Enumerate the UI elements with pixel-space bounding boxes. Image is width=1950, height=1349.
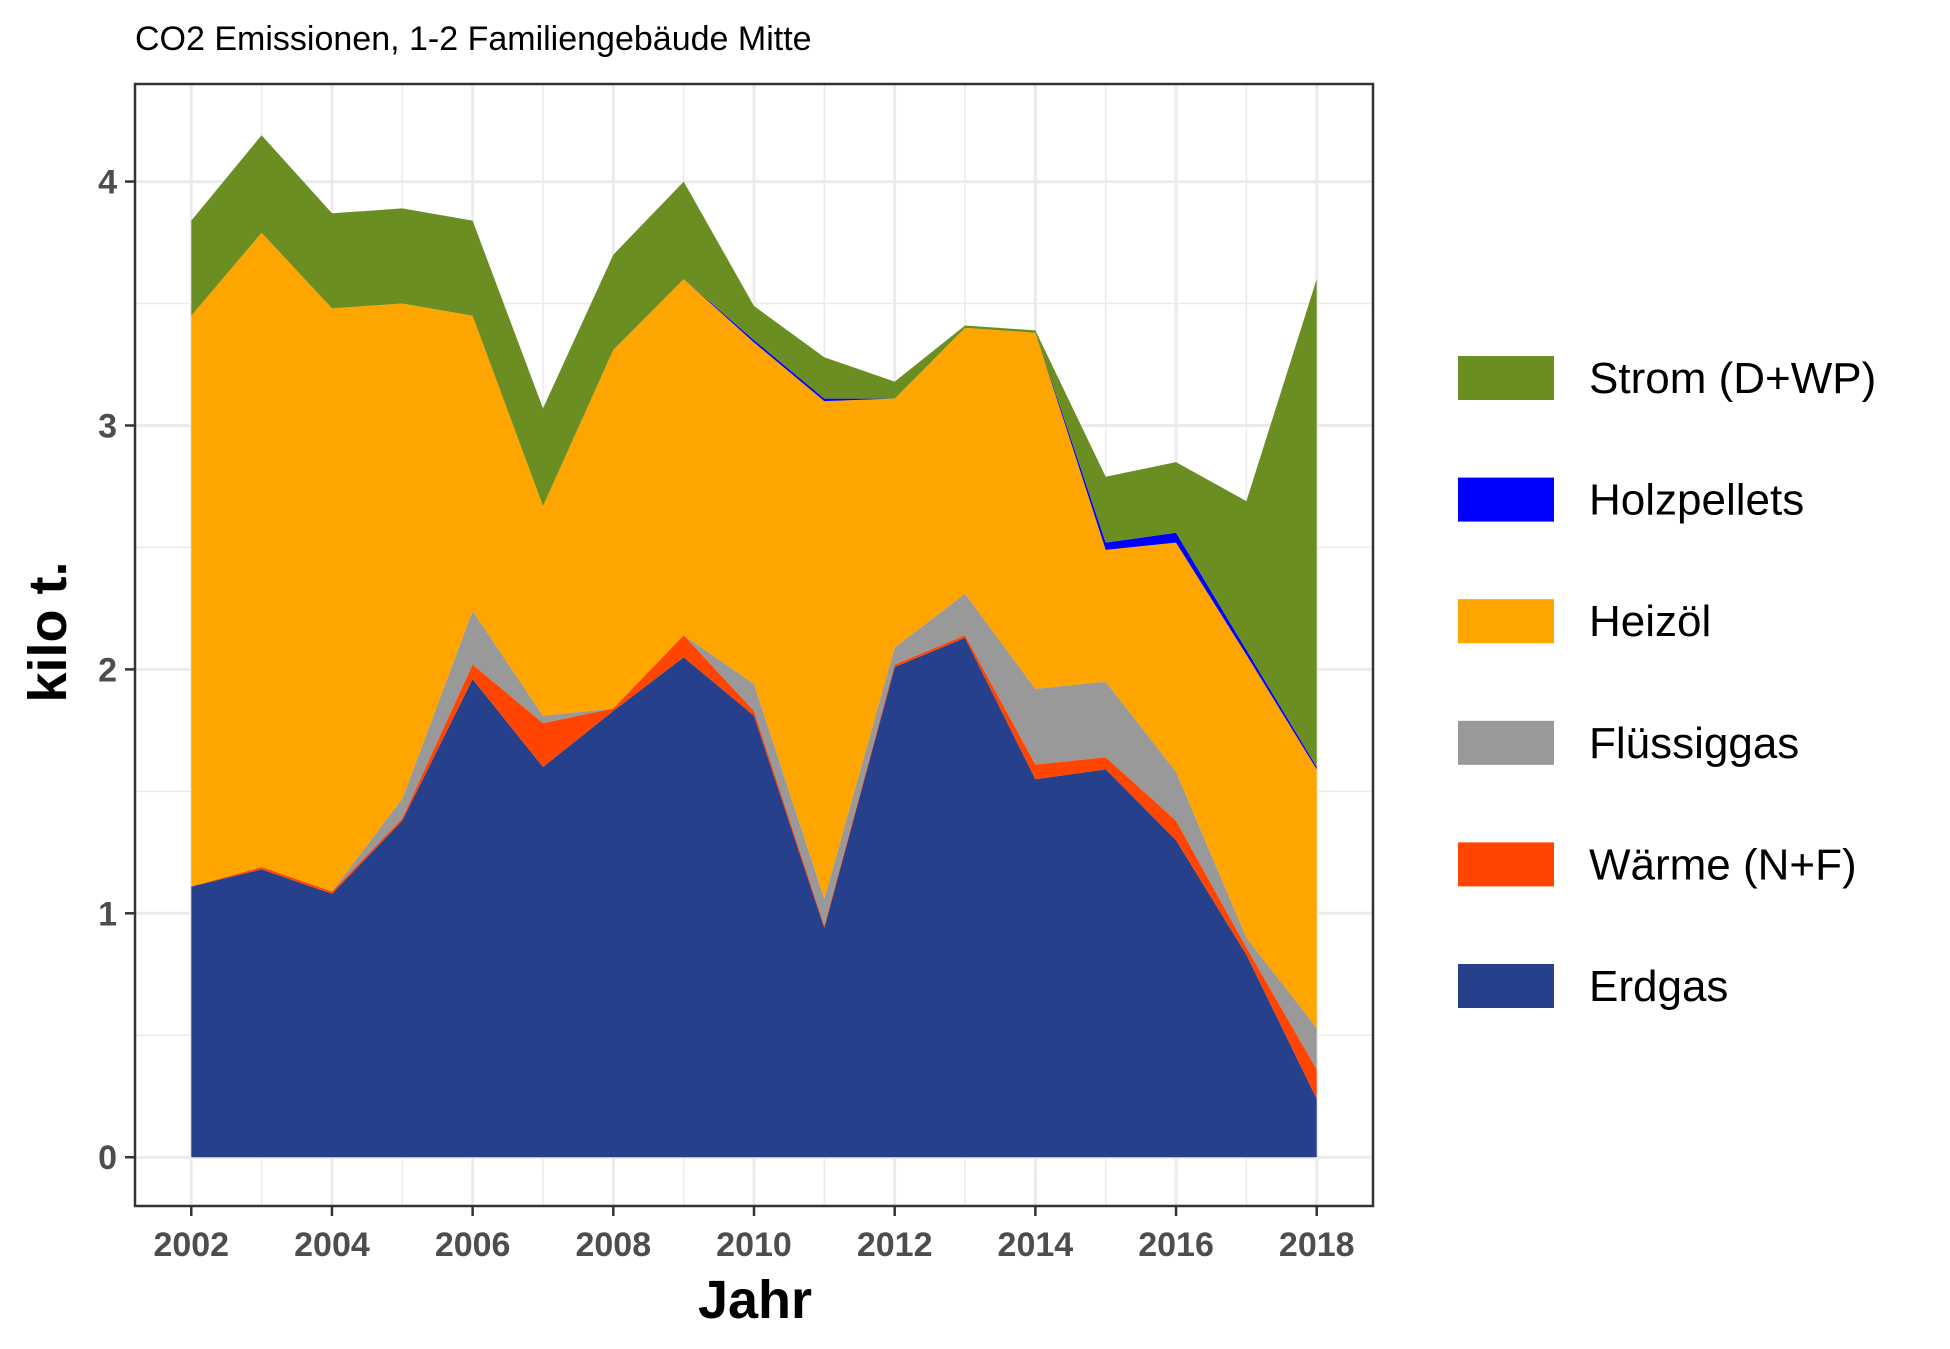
legend-swatch (1458, 356, 1554, 400)
legend-item-fl-ssiggas: Flüssiggas (1458, 719, 1799, 768)
legend-item-holzpellets: Holzpellets (1458, 476, 1804, 525)
x-axis: 2002 2004 2006 2008 2010 2012 2014 2016 2018 (153, 1206, 1355, 1264)
plot-panel (133, 82, 1375, 1208)
legend-swatch (1458, 720, 1554, 765)
y-tick-label: 4 (98, 164, 117, 202)
y-tick-label: 0 (98, 1139, 117, 1177)
legend-swatch (1458, 964, 1554, 1008)
legend-label: Heizöl (1589, 597, 1711, 646)
area-fl-ssiggas (191, 593, 1317, 1070)
legend-swatch (1458, 599, 1554, 644)
y-tick-label: 3 (98, 407, 117, 445)
x-tick-label: 2008 (575, 1226, 651, 1264)
legend-item-erdgas: Erdgas (1458, 962, 1728, 1011)
area-heiz-l (191, 232, 1317, 1028)
legend-item-w-rme-n-f: Wärme (N+F) (1458, 840, 1857, 889)
area-series-group (191, 135, 1317, 1158)
legend: Strom (D+WP) Holzpellets Heizöl Flüssiggas W… (1458, 354, 1876, 1011)
x-tick-label: 2016 (1138, 1226, 1214, 1264)
legend-item-strom-d-wp: Strom (D+WP) (1458, 354, 1876, 403)
x-axis-title: Jahr (698, 1270, 812, 1330)
legend-label: Holzpellets (1589, 476, 1804, 525)
x-tick-label: 2006 (435, 1226, 511, 1264)
x-tick-label: 2004 (294, 1226, 370, 1264)
y-axis-title: kilo t. (18, 561, 78, 702)
area-strom-d-wp (191, 135, 1317, 767)
legend-swatch (1458, 477, 1554, 522)
y-tick-label: 1 (98, 895, 117, 933)
y-tick-label: 2 (98, 651, 117, 689)
legend-item-heiz-l: Heizöl (1458, 597, 1711, 646)
area-erdgas (191, 637, 1317, 1158)
legend-label: Strom (D+WP) (1589, 354, 1876, 403)
legend-swatch (1458, 842, 1554, 887)
chart-title: CO2 Emissionen, 1-2 Familiengebäude Mitt… (135, 20, 812, 58)
legend-label: Erdgas (1589, 962, 1728, 1011)
area-holzpellets (191, 232, 1317, 770)
y-axis: 0 1 2 3 4 (98, 164, 135, 1177)
x-tick-label: 2010 (716, 1226, 792, 1264)
x-tick-label: 2014 (998, 1226, 1074, 1264)
x-tick-label: 2012 (857, 1226, 933, 1264)
x-tick-label: 2018 (1279, 1226, 1355, 1264)
legend-label: Wärme (N+F) (1589, 840, 1857, 889)
legend-label: Flüssiggas (1589, 719, 1799, 768)
x-tick-label: 2002 (153, 1226, 229, 1264)
